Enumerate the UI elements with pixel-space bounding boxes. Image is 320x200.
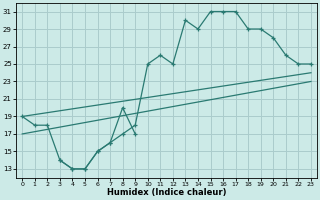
X-axis label: Humidex (Indice chaleur): Humidex (Indice chaleur) (107, 188, 226, 197)
